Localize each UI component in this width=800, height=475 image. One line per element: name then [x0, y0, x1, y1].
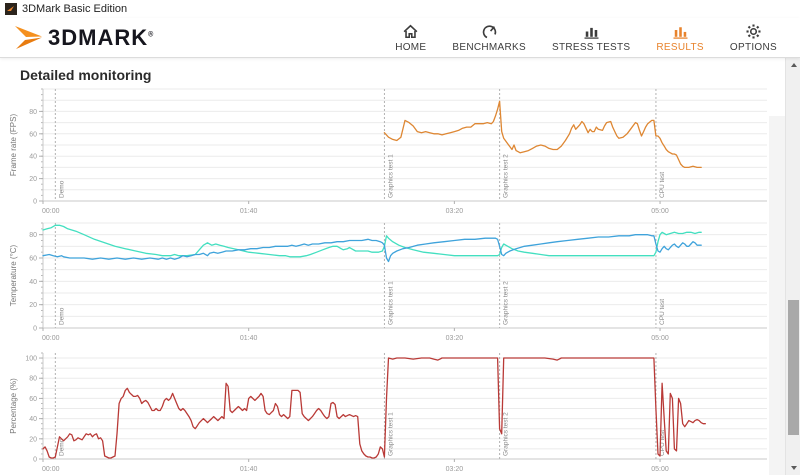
svg-text:Frame rate (FPS): Frame rate (FPS) [9, 114, 18, 177]
registered-mark: ® [148, 31, 155, 39]
svg-text:Graphics test 2: Graphics test 2 [503, 412, 510, 456]
svg-text:CPU test: CPU test [659, 430, 666, 456]
nav-item-results[interactable]: RESULTS [643, 21, 716, 55]
svg-text:60: 60 [29, 396, 37, 403]
svg-text:Demo: Demo [58, 307, 65, 325]
svg-text:05:00: 05:00 [651, 208, 669, 215]
svg-text:40: 40 [29, 279, 37, 286]
svg-text:20: 20 [29, 176, 37, 183]
svg-text:Percentage (%): Percentage (%) [9, 378, 18, 434]
percentage-chart: 0 20 40 60 80 100 00:00 01:40 03:20 05:00 Demo Grap… [6, 345, 800, 475]
nav-item-stress-tests[interactable]: STRESS TESTS [539, 21, 643, 55]
svg-text:Graphics test 1: Graphics test 1 [387, 154, 394, 198]
bar-chart-icon [584, 27, 599, 39]
svg-text:20: 20 [29, 302, 37, 309]
svg-text:CPU test: CPU test [659, 299, 666, 325]
svg-text:20: 20 [29, 436, 37, 443]
svg-text:01:40: 01:40 [240, 466, 258, 473]
svg-text:80: 80 [29, 376, 37, 383]
svg-text:Graphics test 1: Graphics test 1 [387, 412, 394, 456]
3dmark-logo: 3DMARK® [14, 24, 154, 51]
svg-text:100: 100 [25, 356, 37, 363]
scrollbar-up-arrow[interactable] [786, 58, 800, 72]
scrollbar-thumb[interactable] [788, 300, 799, 435]
svg-text:40: 40 [29, 416, 37, 423]
nav-item-options[interactable]: OPTIONS [717, 21, 790, 55]
nav-label-stress-tests: STRESS TESTS [551, 41, 631, 53]
svg-text:05:00: 05:00 [651, 335, 669, 342]
app-header: 3DMARK® HOME BENCHMARKS STRESS TESTS [0, 18, 800, 58]
logo-text: 3DMARK® [48, 24, 155, 50]
svg-text:00:00: 00:00 [42, 335, 60, 342]
svg-text:Graphics test 2: Graphics test 2 [503, 154, 510, 198]
nav-item-benchmarks[interactable]: BENCHMARKS [439, 21, 539, 55]
window-titlebar: 3DMark Basic Edition [0, 0, 800, 18]
percentage-chart-svg: 0 20 40 60 80 100 00:00 01:40 03:20 05:00 Demo Grap… [9, 352, 767, 473]
svg-text:0: 0 [33, 199, 37, 206]
svg-text:40: 40 [29, 154, 37, 161]
svg-text:80: 80 [29, 109, 37, 116]
svg-text:Graphics test 2: Graphics test 2 [503, 281, 510, 325]
svg-text:Demo: Demo [58, 180, 65, 198]
gear-icon [746, 23, 761, 39]
app-icon [5, 3, 17, 15]
svg-text:00:00: 00:00 [42, 466, 60, 473]
temperature-chart: 0 20 40 60 80 00:00 01:40 03:20 05:00 Demo Graphic… [6, 215, 800, 345]
frame-rate-chart-svg: 0 20 40 60 80 00:00 01:40 03:20 05:00 Demo Graphic… [9, 88, 767, 215]
page-title: Detailed monitoring [20, 67, 152, 83]
svg-text:03:20: 03:20 [446, 466, 464, 473]
results-bar-chart-icon [673, 26, 688, 39]
frame-rate-chart: 0 20 40 60 80 00:00 01:40 03:20 05:00 Demo Graphic… [6, 81, 800, 215]
home-icon [403, 24, 418, 38]
svg-text:Demo: Demo [58, 438, 65, 456]
svg-text:03:20: 03:20 [446, 335, 464, 342]
svg-text:03:20: 03:20 [446, 208, 464, 215]
svg-text:Temperature (°C): Temperature (°C) [9, 244, 18, 306]
3dmark-wing-icon [15, 26, 42, 49]
svg-text:60: 60 [29, 131, 37, 138]
nav-label-home: HOME [395, 41, 427, 53]
svg-text:0: 0 [33, 457, 37, 464]
svg-text:0: 0 [33, 326, 37, 333]
nav-label-benchmarks: BENCHMARKS [452, 41, 526, 53]
svg-text:80: 80 [29, 232, 37, 239]
svg-text:60: 60 [29, 256, 37, 263]
temperature-chart-svg: 0 20 40 60 80 00:00 01:40 03:20 05:00 Demo Graphic… [9, 222, 767, 342]
main-nav: HOME BENCHMARKS STRESS TESTS [382, 21, 790, 55]
nav-label-options: OPTIONS [729, 41, 777, 53]
svg-text:00:00: 00:00 [42, 208, 60, 215]
gauge-icon [482, 24, 496, 39]
scrollbar-down-arrow[interactable] [786, 461, 800, 475]
nav-item-home[interactable]: HOME [382, 21, 439, 55]
scrollbar-gutter [769, 116, 785, 475]
window-title: 3DMark Basic Edition [22, 3, 128, 15]
results-content: Detailed monitoring 0 20 40 60 80 00:00 01:40 0… [0, 58, 800, 475]
nav-label-results: RESULTS [656, 41, 704, 53]
vertical-scrollbar[interactable] [785, 58, 800, 475]
svg-text:01:40: 01:40 [240, 335, 258, 342]
svg-text:05:00: 05:00 [651, 466, 669, 473]
svg-text:Graphics test 1: Graphics test 1 [387, 281, 394, 325]
svg-text:01:40: 01:40 [240, 208, 258, 215]
svg-text:CPU test: CPU test [659, 172, 666, 198]
